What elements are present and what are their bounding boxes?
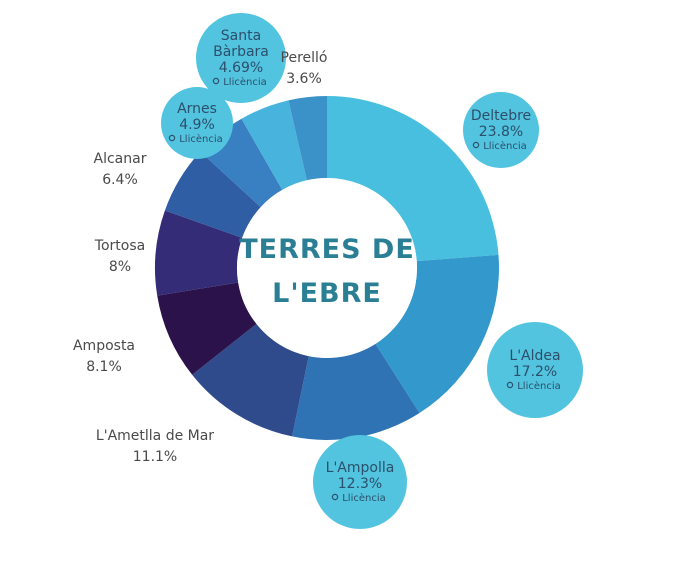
slices-group [155,96,499,440]
location-pin-icon [212,77,220,85]
bubble-value-santa-b-rbara: 4.69% [219,60,263,76]
bubble-badge-l-ampolla: Llicència [342,492,386,504]
slice-alcanar [164,151,261,238]
bubble-deltebre [463,92,539,168]
label-tortosa: Tortosa [94,238,145,254]
label-alcanar: Alcanar [94,151,147,167]
location-pin-icon [331,493,339,501]
value-alcanar: 6.4% [102,172,138,188]
location-pin-icon [472,141,480,149]
bubble-label-arnes: Arnes [177,101,217,117]
slice-l-ampolla [292,343,420,440]
chart-title-line-1: TERRES DE [239,234,415,265]
bubble-l-ampolla [313,435,407,529]
bubble-label-santa-b-rbara-1: Bàrbara [213,44,269,60]
location-pin-icon [168,134,176,142]
bubble-label-l-aldea: L'Aldea [509,348,560,364]
value-perell-: 3.6% [286,71,322,87]
chart-title-line-2: L'EBRE [272,278,382,309]
bubble-badge-deltebre: Llicència [483,140,527,152]
bubble-value-deltebre: 23.8% [479,124,523,140]
slice-perell- [288,96,327,181]
slice-tortosa [155,210,243,296]
value-l-ametlla-de-mar: 11.1% [133,449,177,465]
label-perell-: Perelló [281,50,328,66]
bubble-l-aldea [487,322,583,418]
slice-amposta [157,282,257,375]
slice-deltebre [327,96,499,262]
labels-group: Deltebre23.8%LlicènciaL'Aldea17.2%Llicèn… [73,13,583,529]
bubble-badge-arnes: Llicència [179,133,223,145]
bubble-badge-l-aldea: Llicència [517,380,561,392]
value-amposta: 8.1% [86,359,122,375]
value-tortosa: 8% [109,259,131,275]
slice-santa-b-rbara [241,100,307,190]
label-amposta: Amposta [73,338,135,354]
bubble-label-deltebre: Deltebre [471,108,531,124]
bubble-value-arnes: 4.9% [179,117,215,133]
bubble-value-l-ampolla: 12.3% [338,476,382,492]
label-l-ametlla-de-mar: L'Ametlla de Mar [96,428,214,444]
bubble-badge-santa-b-rbara: Llicència [223,76,267,88]
slice-l-ametlla-de-mar [192,323,309,437]
bubble-arnes [161,87,233,159]
bubble-value-l-aldea: 17.2% [513,364,557,380]
donut-hole [237,178,417,358]
slice-l-aldea [375,254,499,414]
location-pin-icon [506,381,514,389]
bubble-label-l-ampolla: L'Ampolla [326,460,395,476]
bubble-label-santa-b-rbara-0: Santa [221,28,261,44]
